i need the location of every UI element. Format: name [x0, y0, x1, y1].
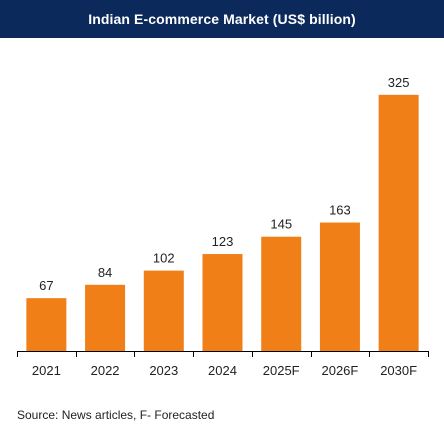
data-label-2024: 123 — [212, 234, 234, 249]
bar-2022 — [85, 284, 126, 351]
x-tick-label-2030F: 2030F — [380, 363, 417, 378]
bar-2023 — [143, 270, 184, 351]
data-label-2030F: 325 — [388, 75, 410, 90]
bar-2026F — [319, 222, 360, 351]
bar-2021 — [26, 298, 67, 351]
bar-2025F — [261, 236, 302, 351]
x-tick-label-2023: 2023 — [149, 363, 178, 378]
data-label-2021: 67 — [39, 278, 53, 293]
data-label-2025F: 145 — [270, 217, 292, 232]
bar-2030F — [378, 94, 419, 351]
chart-title: Indian E-commerce Market (US$ billion) — [0, 0, 444, 38]
bar-2024 — [202, 254, 243, 351]
data-label-2023: 102 — [153, 251, 175, 266]
source-note: Source: News articles, F- Forecasted — [17, 408, 215, 422]
x-tick-label-2022: 2022 — [91, 363, 120, 378]
x-tick-label-2021: 2021 — [32, 363, 61, 378]
x-tick-label-2025F: 2025F — [263, 363, 300, 378]
x-tick-label-2026F: 2026F — [321, 363, 358, 378]
x-tick-label-2024: 2024 — [208, 363, 237, 378]
data-label-2022: 84 — [98, 265, 112, 280]
data-label-2026F: 163 — [329, 203, 351, 218]
bar-chart: 67 2021 84 2022 102 2023 123 2024 145 2025F 163 202… — [17, 75, 429, 378]
